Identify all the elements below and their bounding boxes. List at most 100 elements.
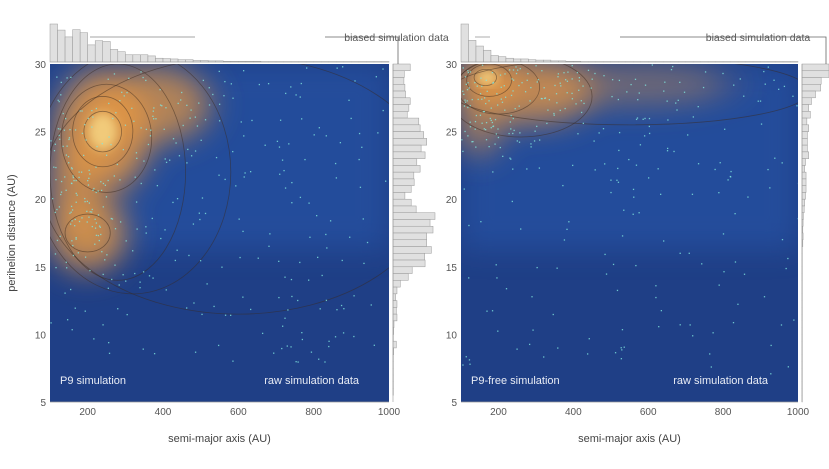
data-point bbox=[114, 265, 115, 266]
data-point bbox=[78, 171, 79, 172]
data-point bbox=[623, 210, 624, 211]
data-point bbox=[88, 178, 89, 179]
data-point bbox=[692, 335, 693, 336]
top-histogram-bar bbox=[140, 55, 148, 62]
data-point bbox=[81, 110, 82, 111]
data-point bbox=[119, 100, 120, 101]
data-point bbox=[243, 70, 244, 71]
data-point bbox=[470, 122, 471, 123]
data-point bbox=[111, 279, 112, 280]
data-point bbox=[269, 233, 270, 234]
right-histogram-bar bbox=[393, 71, 404, 78]
data-point bbox=[279, 174, 280, 175]
data-point bbox=[318, 359, 319, 360]
data-point bbox=[501, 87, 502, 88]
data-point bbox=[96, 235, 97, 236]
top-histogram-bar bbox=[50, 24, 58, 62]
data-point bbox=[464, 188, 465, 189]
right-histogram-bar bbox=[393, 301, 397, 308]
right-histogram-bar bbox=[393, 294, 396, 301]
data-point bbox=[493, 82, 494, 83]
data-point bbox=[470, 126, 471, 127]
data-point bbox=[56, 76, 57, 77]
data-point bbox=[664, 82, 665, 83]
data-point bbox=[186, 105, 187, 106]
data-point bbox=[300, 197, 301, 198]
data-point bbox=[521, 82, 522, 83]
data-point bbox=[72, 209, 73, 210]
data-point bbox=[112, 218, 113, 219]
data-point bbox=[87, 180, 88, 181]
data-point bbox=[536, 126, 537, 127]
data-point bbox=[778, 89, 779, 90]
data-point bbox=[90, 211, 91, 212]
data-point bbox=[175, 142, 176, 143]
data-point bbox=[191, 155, 192, 156]
data-point bbox=[91, 126, 92, 127]
data-point bbox=[689, 253, 690, 254]
data-point bbox=[122, 274, 123, 275]
data-point bbox=[335, 336, 336, 337]
data-point bbox=[84, 198, 85, 199]
right-histogram-bar bbox=[393, 247, 431, 254]
data-point bbox=[773, 80, 774, 81]
data-point bbox=[516, 349, 517, 350]
data-point bbox=[774, 158, 775, 159]
data-point bbox=[74, 225, 75, 226]
data-point bbox=[200, 260, 201, 261]
data-point bbox=[127, 314, 128, 315]
data-point bbox=[309, 237, 310, 238]
data-point bbox=[491, 120, 492, 121]
data-point bbox=[203, 80, 204, 81]
data-point bbox=[119, 179, 120, 180]
data-point bbox=[747, 196, 748, 197]
data-point bbox=[53, 167, 54, 168]
data-point bbox=[633, 189, 634, 190]
data-point bbox=[661, 310, 662, 311]
data-point bbox=[467, 135, 468, 136]
data-point bbox=[537, 81, 538, 82]
data-point bbox=[60, 128, 61, 129]
data-point bbox=[617, 290, 618, 291]
data-point bbox=[544, 87, 545, 88]
right-histogram-bar bbox=[393, 152, 425, 159]
data-point bbox=[68, 139, 69, 140]
data-point bbox=[152, 116, 153, 117]
data-point bbox=[513, 118, 514, 119]
data-point bbox=[593, 140, 594, 141]
data-point bbox=[530, 146, 531, 147]
data-point bbox=[195, 116, 196, 117]
data-point bbox=[60, 194, 61, 195]
data-point bbox=[92, 116, 93, 117]
data-point bbox=[636, 165, 637, 166]
panel-label: P9 simulation bbox=[60, 375, 126, 387]
data-point bbox=[301, 332, 302, 333]
data-point bbox=[136, 201, 137, 202]
data-point bbox=[72, 245, 73, 246]
data-point bbox=[239, 257, 240, 258]
data-point bbox=[371, 304, 372, 305]
data-point bbox=[71, 206, 72, 207]
data-point bbox=[109, 353, 110, 354]
data-point bbox=[645, 85, 646, 86]
right-histogram-bar bbox=[393, 186, 411, 193]
right-histogram-bar bbox=[393, 233, 427, 240]
data-point bbox=[633, 214, 634, 215]
data-point bbox=[308, 202, 309, 203]
data-point bbox=[76, 193, 77, 194]
data-point bbox=[279, 146, 280, 147]
data-point bbox=[61, 82, 62, 83]
top-histogram-bar bbox=[125, 55, 133, 62]
data-point bbox=[615, 352, 616, 353]
data-point bbox=[504, 85, 505, 86]
data-point bbox=[781, 324, 782, 325]
data-point bbox=[84, 124, 85, 125]
data-point bbox=[154, 169, 155, 170]
data-point bbox=[140, 71, 141, 72]
corner-label: raw simulation data bbox=[673, 375, 769, 387]
data-point bbox=[59, 139, 60, 140]
y-tick-label: 30 bbox=[35, 60, 47, 71]
data-point bbox=[241, 121, 242, 122]
data-point bbox=[510, 128, 511, 129]
data-point bbox=[592, 79, 593, 80]
